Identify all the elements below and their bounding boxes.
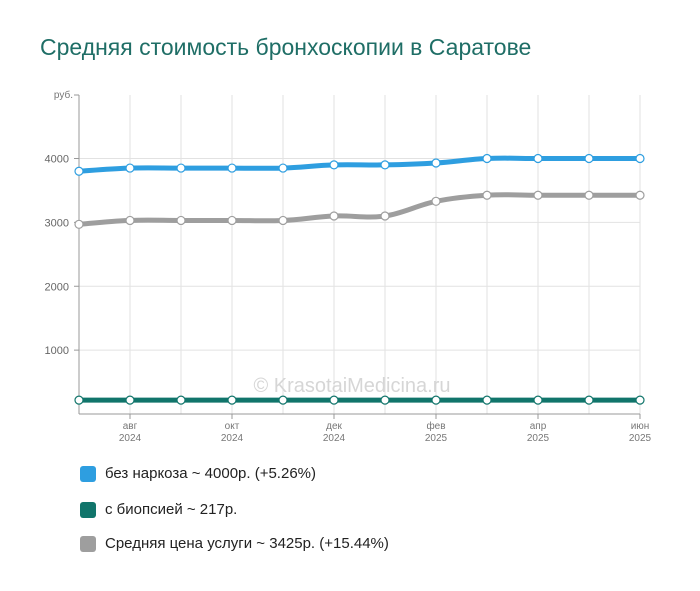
data-point <box>482 395 492 405</box>
x-tick-label-year: 2025 <box>527 433 550 444</box>
data-point <box>176 163 186 173</box>
data-point <box>635 190 645 200</box>
x-tick-label-month: дек <box>326 421 342 432</box>
line-chart: 1000200030004000руб.авг2024окт2024дек202… <box>45 89 652 444</box>
data-point <box>329 211 339 221</box>
data-point <box>380 211 390 221</box>
series-1 <box>74 395 645 405</box>
data-point <box>125 395 135 405</box>
data-point <box>329 395 339 405</box>
data-point <box>278 395 288 405</box>
x-tick-label-year: 2024 <box>221 433 244 444</box>
data-point <box>278 215 288 226</box>
x-tick-label-month: окт <box>225 421 240 432</box>
axes: 1000200030004000руб.авг2024окт2024дек202… <box>45 89 652 444</box>
x-tick-label-year: 2024 <box>323 433 346 444</box>
x-tick-label-month: авг <box>123 421 138 432</box>
data-point <box>533 153 543 164</box>
data-point <box>482 190 492 200</box>
y-tick-label: 4000 <box>45 154 69 166</box>
legend-label: без наркоза ~ 4000р. (+5.26%) <box>105 465 316 482</box>
data-point <box>431 158 441 168</box>
series-lines <box>74 153 645 405</box>
data-point <box>74 395 84 405</box>
legend-swatch <box>80 536 96 552</box>
data-point <box>227 163 237 173</box>
data-point <box>380 395 390 405</box>
legend-label: с биопсией ~ 217р. <box>105 501 238 518</box>
data-point <box>584 153 594 164</box>
data-point <box>176 395 186 405</box>
series-line <box>76 155 643 174</box>
y-tick-label: 1000 <box>45 345 69 357</box>
grid-lines <box>78 95 641 414</box>
data-point <box>278 163 288 173</box>
y-tick-label: 3000 <box>45 217 69 229</box>
data-point <box>635 153 645 164</box>
data-point <box>125 163 135 173</box>
data-point <box>380 160 390 170</box>
data-point <box>227 215 237 226</box>
data-point <box>584 190 594 200</box>
x-tick-label-year: 2025 <box>425 433 448 444</box>
series-2 <box>74 190 645 229</box>
data-point <box>176 215 186 226</box>
x-tick-label-year: 2024 <box>119 433 142 444</box>
data-point <box>431 196 441 206</box>
data-point <box>533 395 543 405</box>
x-tick-label-month: апр <box>530 421 547 432</box>
x-tick-label-month: июн <box>631 421 650 432</box>
data-point <box>431 395 441 405</box>
data-point <box>533 190 543 200</box>
watermark: © KrasotaiMedicina.ru <box>253 375 450 397</box>
data-point <box>227 395 237 405</box>
legend-swatch <box>80 466 96 482</box>
series-0 <box>74 153 645 176</box>
chart-title: Средняя стоимость бронхоскопии в Саратов… <box>40 34 532 60</box>
x-tick-label-month: фев <box>426 420 445 432</box>
data-point <box>635 395 645 405</box>
data-point <box>74 166 84 176</box>
data-point <box>74 219 84 229</box>
legend-label: Средняя цена услуги ~ 3425р. (+15.44%) <box>105 535 389 552</box>
series-line <box>76 192 643 227</box>
data-point <box>329 160 339 170</box>
data-point <box>584 395 594 405</box>
data-point <box>482 153 492 164</box>
data-point <box>125 215 135 226</box>
legend-swatch <box>80 502 96 518</box>
y-axis-label: руб. <box>54 89 73 101</box>
x-tick-label-year: 2025 <box>629 433 652 444</box>
y-tick-label: 2000 <box>45 281 69 293</box>
